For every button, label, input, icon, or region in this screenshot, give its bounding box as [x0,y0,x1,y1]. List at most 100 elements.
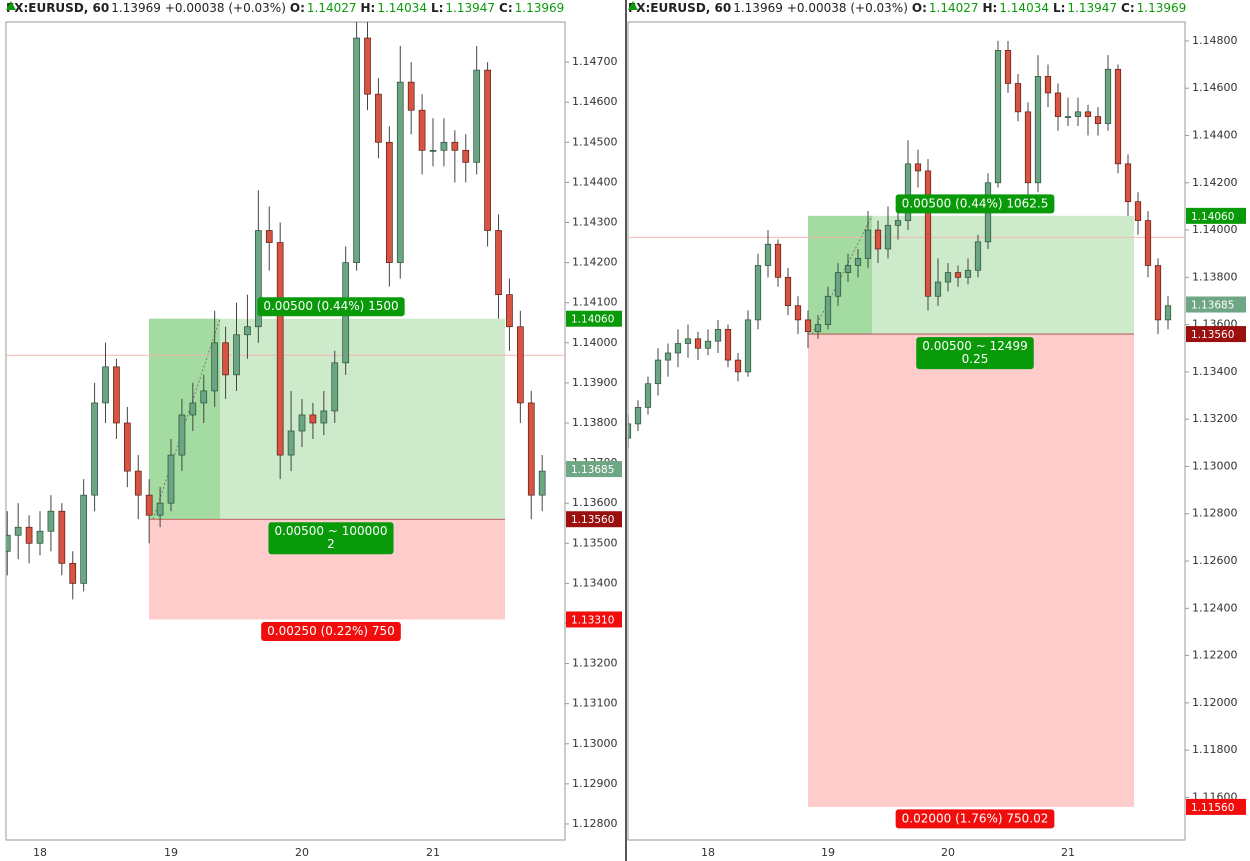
y-tick-label: 1.12800 [1192,507,1238,520]
candle-body [189,402,197,416]
ohlc-value: 1.13947 [445,1,496,15]
current-price-badge: 1.13685 [1191,300,1234,312]
candle-body [784,276,792,307]
y-tick-label: 1.13100 [572,697,618,710]
ohlc-label: L: [430,1,444,15]
x-tick-label: 20 [941,846,955,859]
ohlc-value: 1.14027 [928,1,979,15]
candle-body [298,414,306,432]
candle-body [694,338,702,349]
x-tick-label: 19 [821,846,835,859]
candle-body [1114,68,1122,165]
candle-body [1094,116,1102,125]
candle-body [440,141,448,151]
candle-body [864,229,872,259]
ohlc-value: 1.13969 [1136,1,1187,15]
legend-header: FX:EURUSD, 60 1.13969 +0.00038 (+0.03%) O: 1… [6,1,568,15]
candle-body [200,390,208,404]
x-tick-label: 20 [295,846,309,859]
candle-body [1134,201,1142,221]
target-label-bg [257,297,405,317]
candle-body [516,326,524,404]
y-tick-label: 1.13500 [572,536,618,549]
candle-body [353,37,360,263]
candle-body [924,170,932,297]
x-tick-label: 21 [426,846,440,859]
candle-body [495,230,502,296]
candle-body [764,243,772,266]
candle-body [58,510,66,564]
candle-body [6,534,11,552]
x-tick-label: 21 [1061,846,1075,859]
candle-body [834,272,842,297]
plot [6,22,565,620]
candle-body [684,338,692,344]
ohlc-label: H: [360,1,376,15]
candle-body [484,69,491,231]
candle-body [320,410,328,424]
x-tick-label: 18 [701,846,715,859]
y-tick-label: 1.13000 [1192,459,1238,472]
candle-body [331,362,339,412]
y-tick-label: 1.14100 [572,296,618,309]
entry-label: 2 [327,537,335,551]
candle-body [744,319,752,373]
candle-body [538,470,546,496]
ohlc-value: 1.14027 [306,1,357,15]
candle-body [14,526,22,536]
stop-badge: 1.11560 [1191,802,1234,814]
candle-body [974,241,982,271]
y-tick-label: 1.14600 [572,95,618,108]
candle-body [934,281,942,297]
candle-body [287,430,295,456]
candle-body [167,454,175,504]
y-tick-label: 1.14500 [572,135,618,148]
target-label: 0.00500 (0.44%) 1062.5 [902,196,1049,210]
symbol: FX:EURUSD, 60 [6,1,110,15]
y-tick-label: 1.14200 [1192,176,1238,189]
candle-body [1154,265,1162,321]
y-tick-label: 1.12600 [1192,554,1238,567]
target-badge-bg [1186,207,1246,224]
y-tick-label: 1.13600 [572,496,618,509]
legend-header: FX:EURUSD, 60 1.13969 +0.00038 (+0.03%) O: 1… [628,1,1190,15]
candle-body [1054,92,1062,117]
y-tick-label: 1.14400 [1192,128,1238,141]
candle-body [734,359,742,373]
candle-body [664,352,672,361]
candle-body [1164,305,1172,321]
plot [628,40,1185,807]
candle-body [794,305,802,321]
target-badge-bg [566,310,622,327]
target-badge: 1.14060 [571,314,614,326]
candle-body [113,366,120,424]
candle-body [1074,111,1082,117]
candle-body [25,526,33,544]
entry-label-bg [268,522,394,555]
candle-body [211,342,219,392]
candle-body [1044,76,1052,94]
up-arrow [628,1,638,10]
stop-label: 0.00250 (0.22%) 750 [267,624,395,638]
candle-body [628,423,632,439]
stop-badge: 1.13310 [571,614,614,626]
candle-body [385,141,393,263]
candle-body [69,562,77,584]
y-tick-label: 1.14700 [572,55,618,68]
current-price-badge-bg [1186,296,1246,313]
candle-body [407,81,415,111]
up-triangle [628,1,638,10]
entry-label: 0.25 [962,352,989,366]
candle-body [644,383,652,408]
y-tick-label: 1.12900 [572,777,618,790]
candle-body [994,50,1002,184]
y-tick-label: 1.13200 [1192,412,1238,425]
entry-badge-bg [1186,326,1246,343]
candle-body [375,93,382,143]
loss-zone [808,334,1134,807]
target-label-bg [895,194,1055,214]
candle-body [473,69,481,163]
entry-badge: 1.13560 [1191,329,1234,341]
